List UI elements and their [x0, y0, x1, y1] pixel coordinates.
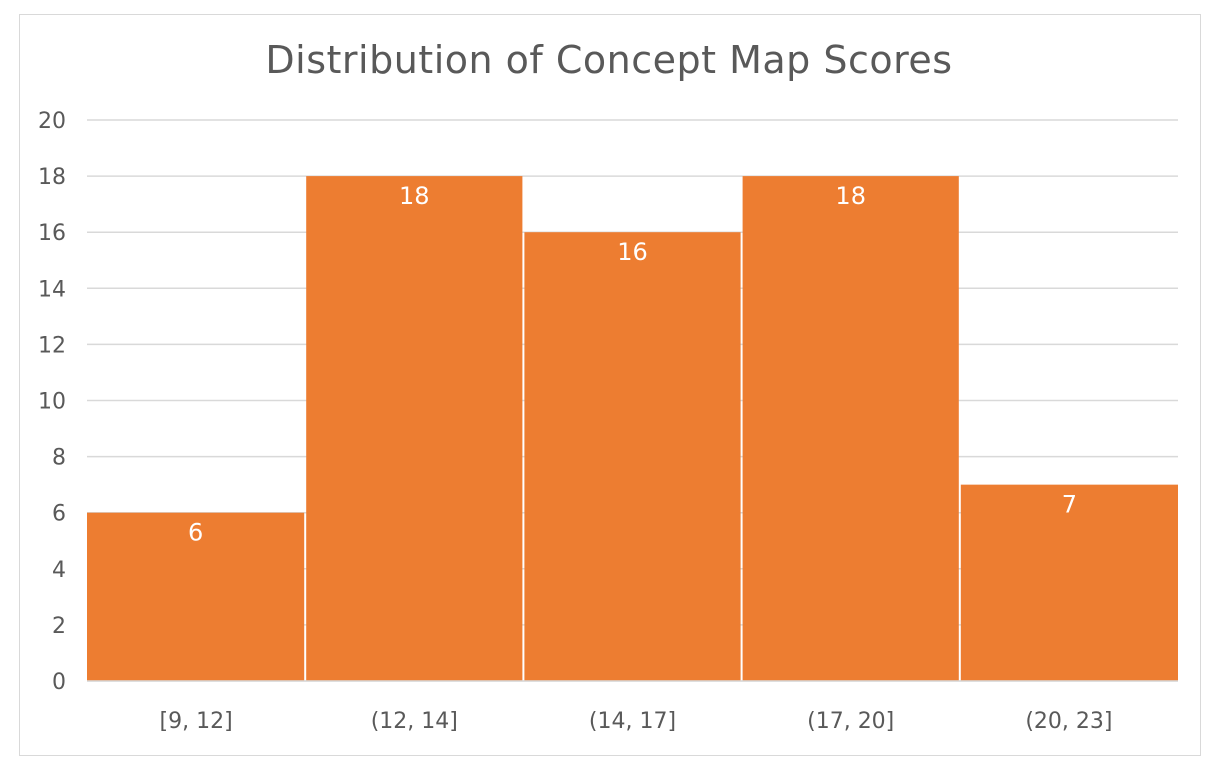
x-tick-label: (14, 17]: [589, 709, 676, 734]
y-tick-label: 16: [38, 221, 66, 246]
y-tick-label: 10: [38, 390, 66, 415]
bar-labels: 6 18 16 18 7: [188, 182, 1077, 547]
x-tick-label: [9, 12]: [160, 709, 233, 734]
x-tick-label: (17, 20]: [807, 709, 894, 734]
x-axis: [9, 12] (12, 14] (14, 17] (17, 20] (20, 23]: [87, 680, 1178, 734]
x-tick-label: (20, 23]: [1025, 709, 1112, 734]
x-tick-label: (12, 14]: [371, 709, 458, 734]
bar: [742, 176, 959, 681]
y-tick-label: 0: [52, 670, 66, 695]
y-tick-label: 4: [52, 558, 66, 583]
bar-value-label: 16: [617, 238, 648, 266]
bar: [524, 232, 741, 681]
y-tick-label: 12: [38, 333, 66, 358]
chart-title: Distribution of Concept Map Scores: [265, 38, 953, 82]
bar: [87, 512, 305, 681]
bar: [960, 484, 1178, 681]
bar-value-label: 7: [1062, 491, 1077, 519]
bars: [87, 176, 1178, 681]
bar-value-label: 18: [399, 182, 430, 210]
y-tick-label: 8: [52, 446, 66, 471]
bar-value-label: 6: [188, 519, 203, 547]
y-tick-label: 14: [38, 277, 66, 302]
y-tick-label: 6: [52, 502, 66, 527]
y-tick-label: 20: [38, 109, 66, 134]
y-tick-label: 18: [38, 165, 66, 190]
y-axis: 0 2 4 6 8 10 12 14 16 18 20: [38, 109, 66, 695]
bar: [306, 176, 523, 681]
y-tick-label: 2: [52, 614, 66, 639]
bar-value-label: 18: [835, 182, 866, 210]
